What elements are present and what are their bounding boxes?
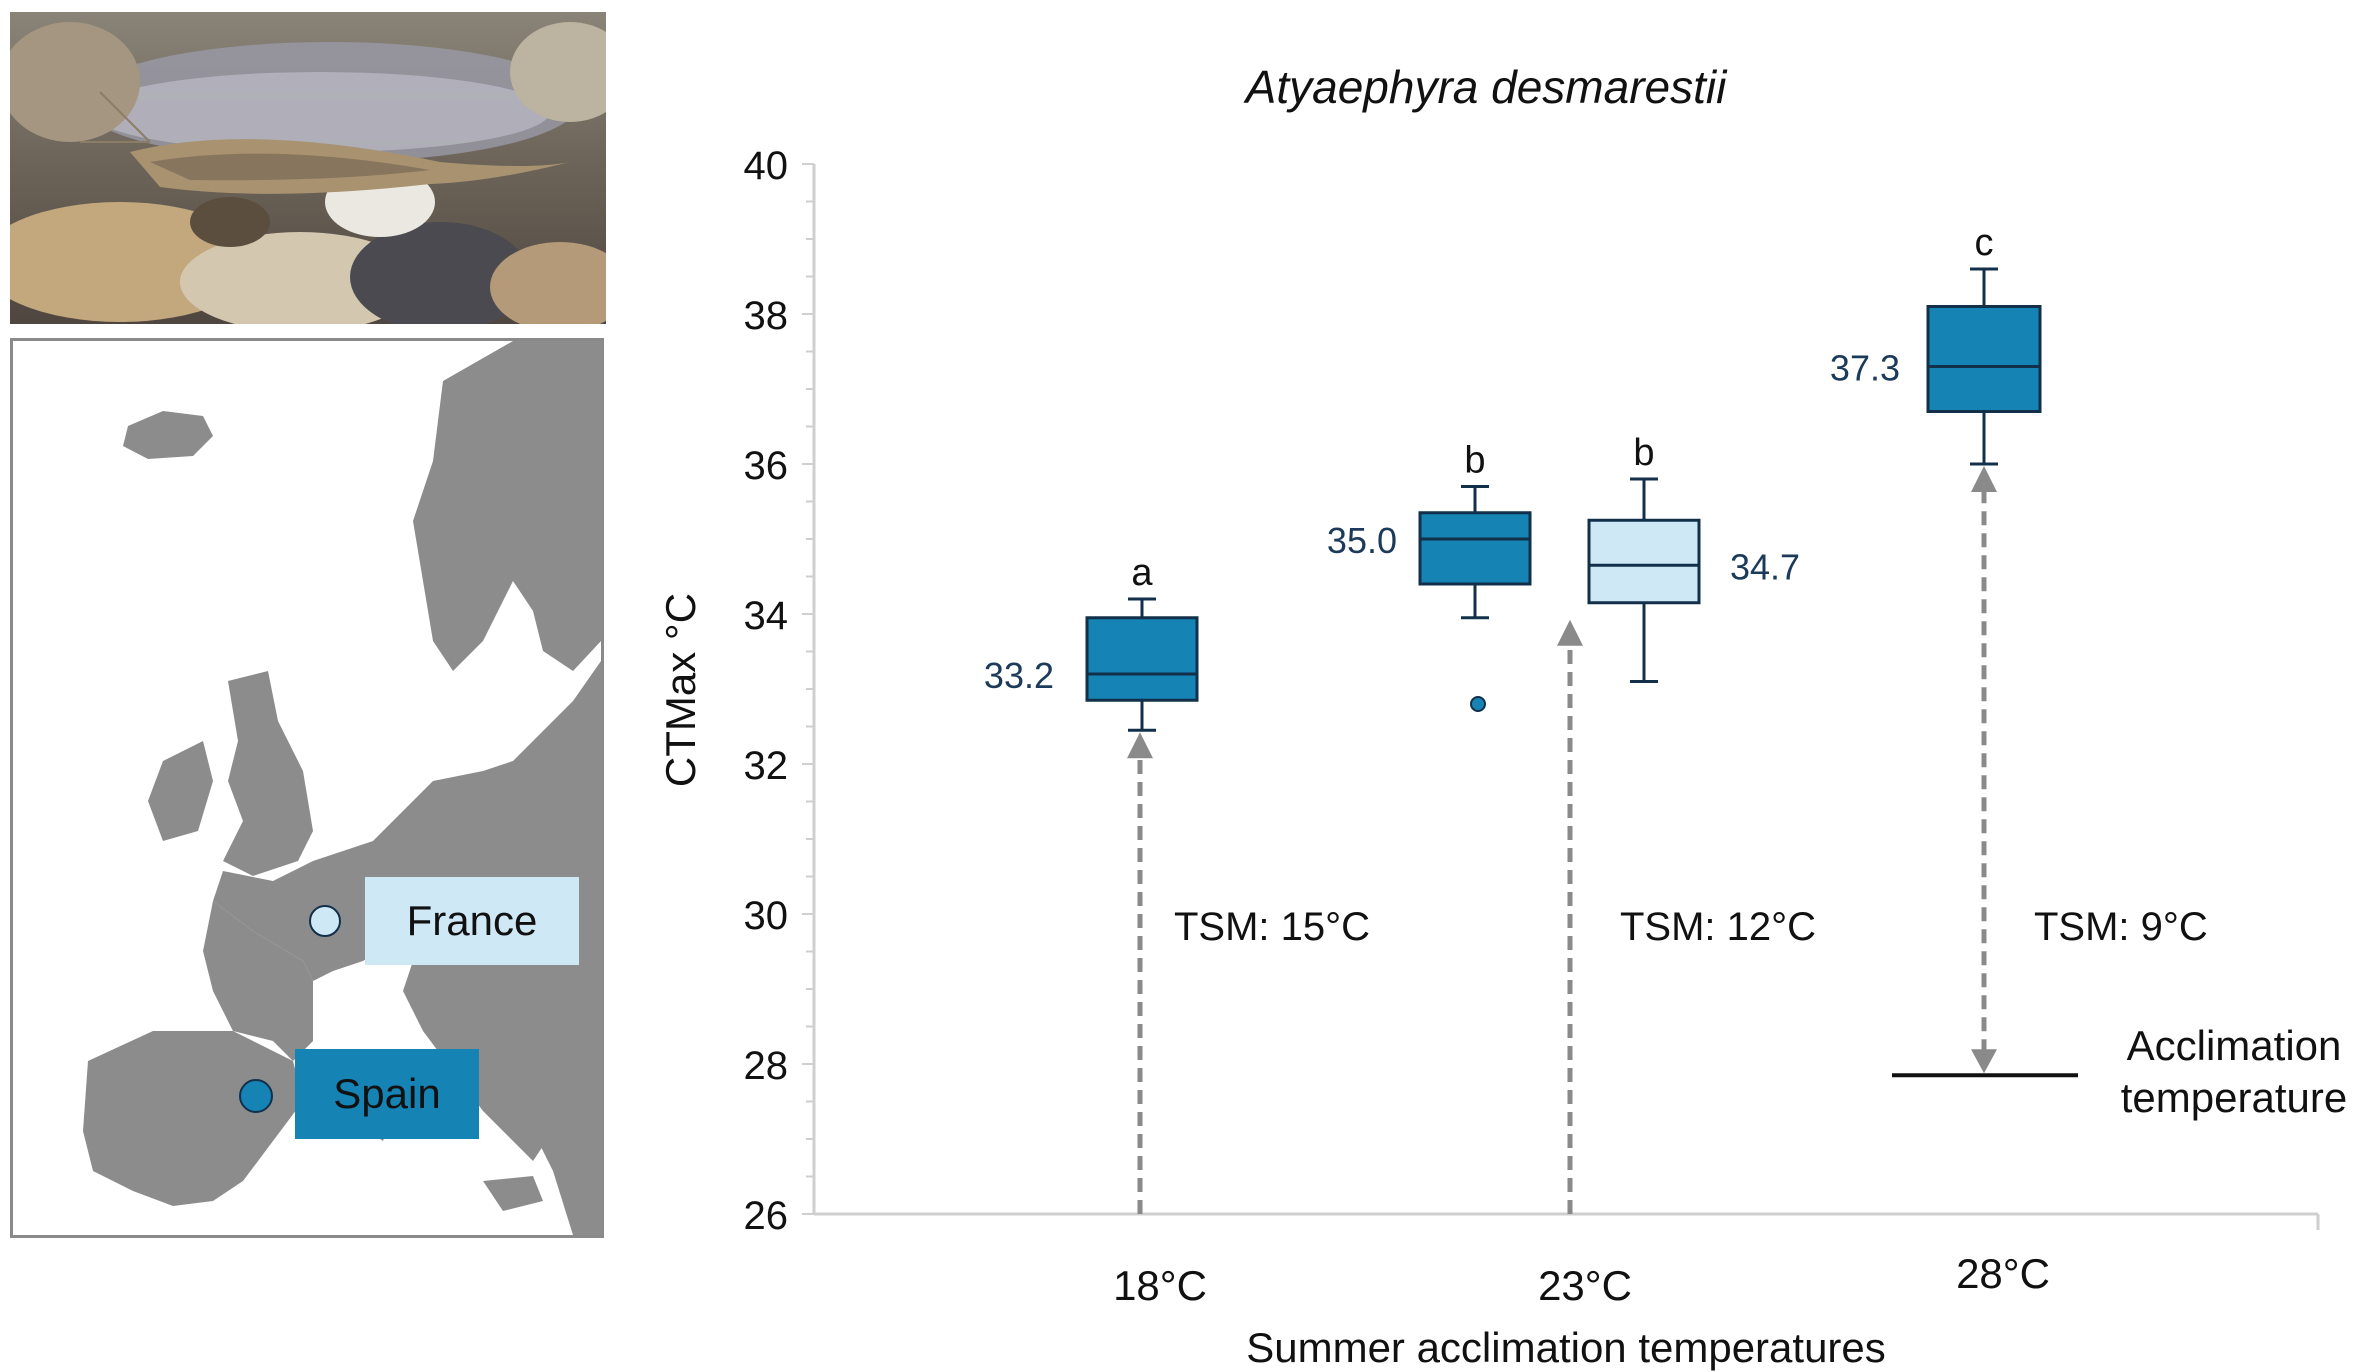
europe-map: France Spain bbox=[10, 338, 604, 1238]
france-site-marker bbox=[309, 905, 341, 937]
y-tick-label: 36 bbox=[744, 444, 789, 488]
y-axis-label: CTMax °C bbox=[657, 593, 704, 787]
france-label: France bbox=[365, 877, 579, 965]
y-tick-label: 30 bbox=[744, 894, 789, 938]
tsm-arrow-head bbox=[1127, 732, 1153, 759]
significance-letter: c bbox=[1975, 222, 1994, 264]
y-tick-label: 26 bbox=[744, 1194, 789, 1238]
box-median-label: 34.7 bbox=[1730, 546, 1800, 587]
box-iqr bbox=[1418, 511, 1532, 586]
tsm-label: TSM: 9°C bbox=[2034, 905, 2208, 949]
tsm-arrow-head bbox=[1557, 619, 1583, 646]
box-iqr bbox=[1926, 305, 2042, 413]
significance-letter: b bbox=[1464, 440, 1485, 482]
box-median-label: 33.2 bbox=[984, 655, 1054, 696]
y-tick-label: 38 bbox=[744, 294, 789, 338]
shrimp-photo bbox=[10, 12, 606, 324]
significance-letter: a bbox=[1131, 552, 1153, 594]
box-median-label: 37.3 bbox=[1830, 348, 1900, 389]
box-outlier-point bbox=[1470, 696, 1486, 712]
spain-site-marker bbox=[239, 1079, 273, 1113]
tsm-arrow-head bbox=[1971, 466, 1997, 492]
y-tick-label: 34 bbox=[744, 594, 789, 638]
x-tick-label: 28°C bbox=[1956, 1250, 2050, 1297]
tsm-arrow-head-down bbox=[1971, 1049, 1997, 1074]
france-label-text: France bbox=[406, 897, 538, 944]
tsm-label: TSM: 15°C bbox=[1174, 905, 1370, 949]
acclimation-label-line2: temperature bbox=[2121, 1074, 2347, 1121]
y-tick-label: 32 bbox=[744, 744, 789, 788]
box-iqr bbox=[1085, 616, 1199, 702]
shrimp-photo-illustration bbox=[10, 12, 606, 324]
x-tick-label: 23°C bbox=[1538, 1262, 1632, 1309]
spain-label: Spain bbox=[295, 1049, 479, 1139]
acclimation-label-line1: Acclimation bbox=[2127, 1022, 2342, 1069]
y-tick-label: 28 bbox=[744, 1044, 789, 1088]
spain-label-text: Spain bbox=[333, 1070, 441, 1117]
tsm-label: TSM: 12°C bbox=[1620, 905, 1816, 949]
chart-title: Atyaephyra desmarestii bbox=[1243, 61, 1728, 113]
x-tick-label: 18°C bbox=[1113, 1262, 1207, 1309]
significance-letter: b bbox=[1633, 432, 1654, 474]
x-axis-label: Summer acclimation temperatures bbox=[1246, 1324, 1886, 1371]
box-median-label: 35.0 bbox=[1327, 520, 1397, 561]
y-tick-label: 40 bbox=[744, 144, 789, 188]
box-iqr bbox=[1587, 518, 1701, 605]
